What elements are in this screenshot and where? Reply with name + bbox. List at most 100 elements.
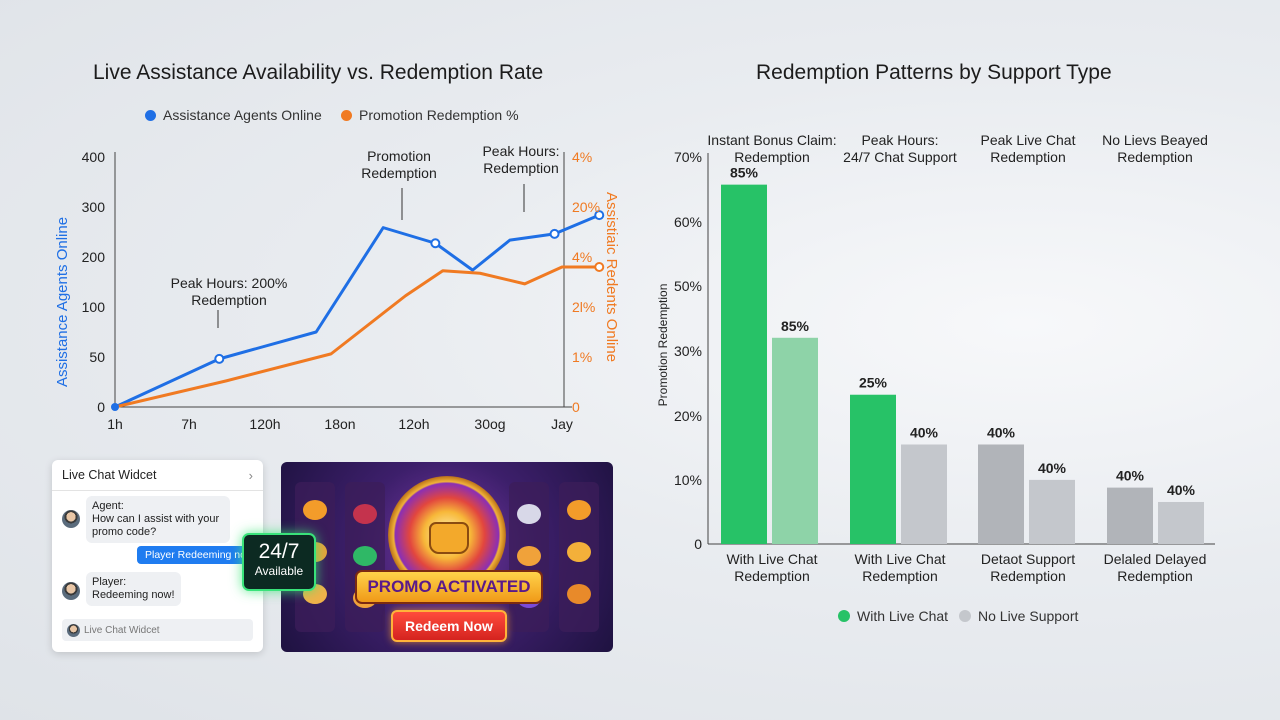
bar	[1029, 479, 1075, 544]
chat-input[interactable]: Live Chat Widcet	[62, 619, 253, 641]
group-bottom-label: Redemption	[990, 568, 1066, 584]
y-right-tick-label: 4%	[572, 249, 592, 265]
user-avatar-icon	[67, 623, 80, 637]
legend-with-live-chat-swatch	[838, 610, 850, 622]
y-left-tick-label: 400	[82, 149, 106, 165]
agent-text: How can I assist with your promo code?	[92, 513, 220, 538]
group-bottom-label: Detaot Support	[981, 551, 1075, 567]
promo-panel: PROMO ACTIVATED Redeem Now	[281, 462, 613, 652]
right-chart-title: Redemption Patterns by Support Type	[756, 61, 1112, 84]
agent-name: Agent:	[92, 500, 124, 512]
annotation-text: Redemption	[483, 160, 559, 176]
annotation-text: Peak Hours: 200%	[171, 275, 288, 291]
chat-title: Live Chat Widcet	[62, 468, 157, 482]
y-left-tick-label: 50	[89, 349, 105, 365]
y-tick-label: 60%	[674, 214, 702, 230]
redeem-now-button[interactable]: Redeem Now	[391, 610, 507, 642]
x-tick-label: 12oh	[398, 416, 429, 432]
promo-activated-banner: PROMO ACTIVATED	[355, 570, 543, 604]
availability-badge: 24/7 Available	[242, 533, 316, 591]
y-left-tick-label: 300	[82, 199, 106, 215]
group-top-label: Instant Bonus Claim:	[707, 132, 836, 148]
y-tick-label: 30%	[674, 343, 702, 359]
group-top-label: 24/7 Chat Support	[843, 149, 957, 165]
bar-value-label: 85%	[781, 318, 810, 334]
agent-avatar	[62, 510, 80, 528]
y-tick-label: 50%	[674, 278, 702, 294]
series-line	[114, 213, 600, 409]
group-bottom-label: Delaled Delayed	[1104, 551, 1207, 567]
y-tick-label: 0	[694, 536, 702, 552]
y-tick-label: 20%	[674, 408, 702, 424]
annotation-text: Promotion	[367, 148, 431, 164]
bar	[850, 394, 896, 544]
chat-header: Live Chat Widcet ›	[52, 460, 263, 491]
origin-point	[111, 403, 119, 411]
legend-no-live-support-swatch	[959, 610, 971, 622]
y-right-tick-label: 20%	[572, 199, 600, 215]
legend-with-live-chat-label: With Live Chat	[857, 608, 949, 624]
chevron-right-icon[interactable]: ›	[248, 467, 253, 483]
legend-agents: Assistance Agents Online	[145, 107, 322, 123]
y-right-axis-title: Assistiaic Redents Online	[603, 192, 620, 362]
group-bottom-label: With Live Chat	[726, 551, 817, 567]
series-point-marker	[594, 210, 605, 221]
legend-redemption-swatch	[341, 109, 352, 121]
player-name: Player:	[92, 576, 127, 588]
y-left-tick-label: 100	[82, 299, 106, 315]
left-chart-series	[111, 210, 605, 411]
group-top-label: Redemption	[734, 149, 810, 165]
slot-reel-left-2	[345, 482, 385, 632]
player-outgoing-bubble: Player Redeeming no	[137, 546, 263, 564]
series-point-marker	[594, 262, 605, 272]
annotation-text: Redemption	[361, 165, 437, 181]
legend-no-live-support: No Live Support	[959, 608, 1078, 624]
series-line	[114, 265, 600, 409]
bar-value-label: 85%	[730, 165, 759, 181]
legend-redemption-label: Promotion Redemption %	[359, 107, 519, 123]
bar-value-label: 40%	[987, 424, 1016, 440]
silver-gem-icon	[517, 504, 541, 524]
x-tick-label: 7h	[181, 416, 197, 432]
bar-value-label: 40%	[910, 424, 939, 440]
x-tick-label: Jay	[551, 416, 573, 432]
orange-gem-icon	[567, 584, 591, 604]
y-left-tick-label: 0	[97, 399, 105, 415]
orange-gem-icon	[517, 546, 541, 566]
player-bubble: Player: Redeeming now!	[86, 572, 181, 606]
group-top-label: Peak Live Chat	[981, 132, 1076, 148]
x-tick-label: 120h	[249, 416, 280, 432]
bar-value-label: 40%	[1116, 468, 1145, 484]
chat-input-placeholder: Live Chat Widcet	[84, 624, 160, 636]
red-gem-icon	[353, 504, 377, 524]
x-tick-label: 30og	[474, 416, 505, 432]
agent-message: Agent: How can I assist with your promo …	[62, 496, 230, 543]
bar-value-label: 40%	[1038, 460, 1067, 476]
group-top-label: Redemption	[1117, 149, 1193, 165]
y-right-tick-label: 0	[572, 399, 580, 415]
series-point-marker	[549, 228, 560, 239]
player-text: Redeeming now!	[92, 589, 175, 601]
badge-hours: 24/7	[258, 540, 300, 563]
bar-value-label: 40%	[1167, 482, 1196, 498]
bar	[772, 337, 818, 544]
x-tick-label: 1h	[107, 416, 123, 432]
agent-bubble: Agent: How can I assist with your promo …	[86, 496, 230, 543]
player-message: Player: Redeeming now!	[62, 572, 181, 606]
group-bottom-label: Redemption	[734, 568, 810, 584]
y-right-tick-label: 4%	[572, 149, 592, 165]
orange-gem-icon	[567, 500, 591, 520]
left-chart-title: Live Assistance Availability vs. Redempt…	[93, 61, 544, 84]
bar	[978, 444, 1024, 544]
group-bottom-label: With Live Chat	[854, 551, 945, 567]
legend-with-live-chat: With Live Chat	[838, 608, 948, 624]
gold-gem-icon	[567, 542, 591, 562]
group-top-label: No Lievs Beayed	[1102, 132, 1208, 148]
bar	[1107, 487, 1153, 544]
y-left-tick-label: 200	[82, 249, 106, 265]
legend-redemption: Promotion Redemption %	[341, 107, 519, 123]
y-left-axis-title: Assistance Agents Online	[54, 217, 71, 387]
treasure-chest-icon	[429, 522, 469, 554]
badge-available: Available	[254, 564, 304, 578]
